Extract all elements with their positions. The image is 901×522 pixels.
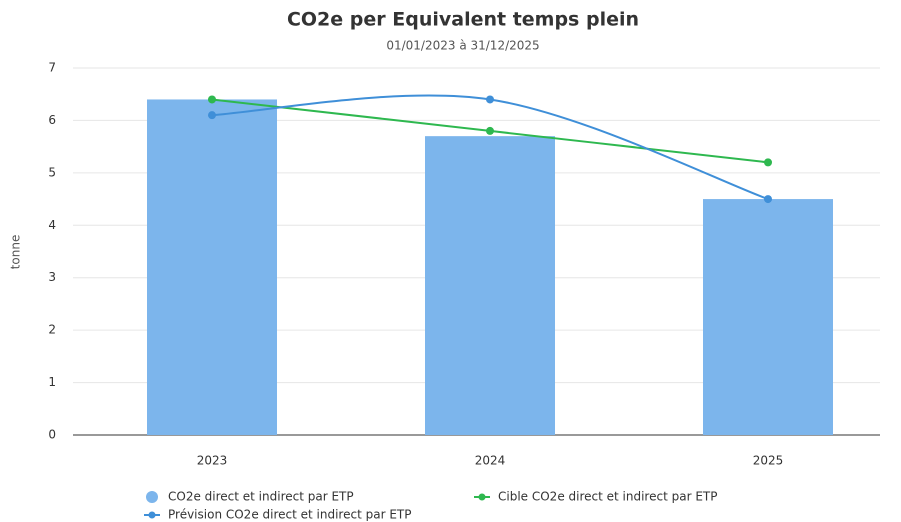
y-tick-label: 4: [48, 218, 56, 232]
y-tick-label: 7: [48, 61, 56, 75]
chart-title: CO2e per Equivalent temps plein: [287, 9, 639, 31]
x-tick-label: 2024: [475, 454, 506, 468]
point: [764, 158, 772, 167]
y-tick-label: 2: [48, 323, 56, 337]
y-tick-label: 5: [48, 165, 56, 179]
point: [486, 126, 494, 135]
point: [208, 111, 216, 120]
y-tick-label: 6: [48, 113, 56, 127]
bar: [703, 199, 833, 435]
point: [764, 195, 772, 204]
y-tick-label: 1: [48, 375, 56, 389]
point: [486, 95, 494, 104]
bar: [147, 99, 277, 435]
point: [208, 95, 216, 104]
y-tick-label: 0: [48, 428, 56, 442]
legend-swatch: [148, 511, 156, 519]
legend-label: Cible CO2e direct et indirect par ETP: [498, 490, 717, 504]
legend-swatch: [146, 491, 158, 503]
x-tick-label: 2025: [753, 454, 784, 468]
y-axis-label: tonne: [9, 235, 23, 270]
legend-label: Prévision CO2e direct et indirect par ET…: [168, 508, 411, 522]
legend-label: CO2e direct et indirect par ETP: [168, 490, 354, 504]
y-tick-label: 3: [48, 270, 56, 284]
bar: [425, 136, 555, 435]
x-tick-label: 2023: [197, 454, 228, 468]
chart-subtitle: 01/01/2023 à 31/12/2025: [386, 39, 539, 53]
legend-swatch: [478, 493, 486, 501]
